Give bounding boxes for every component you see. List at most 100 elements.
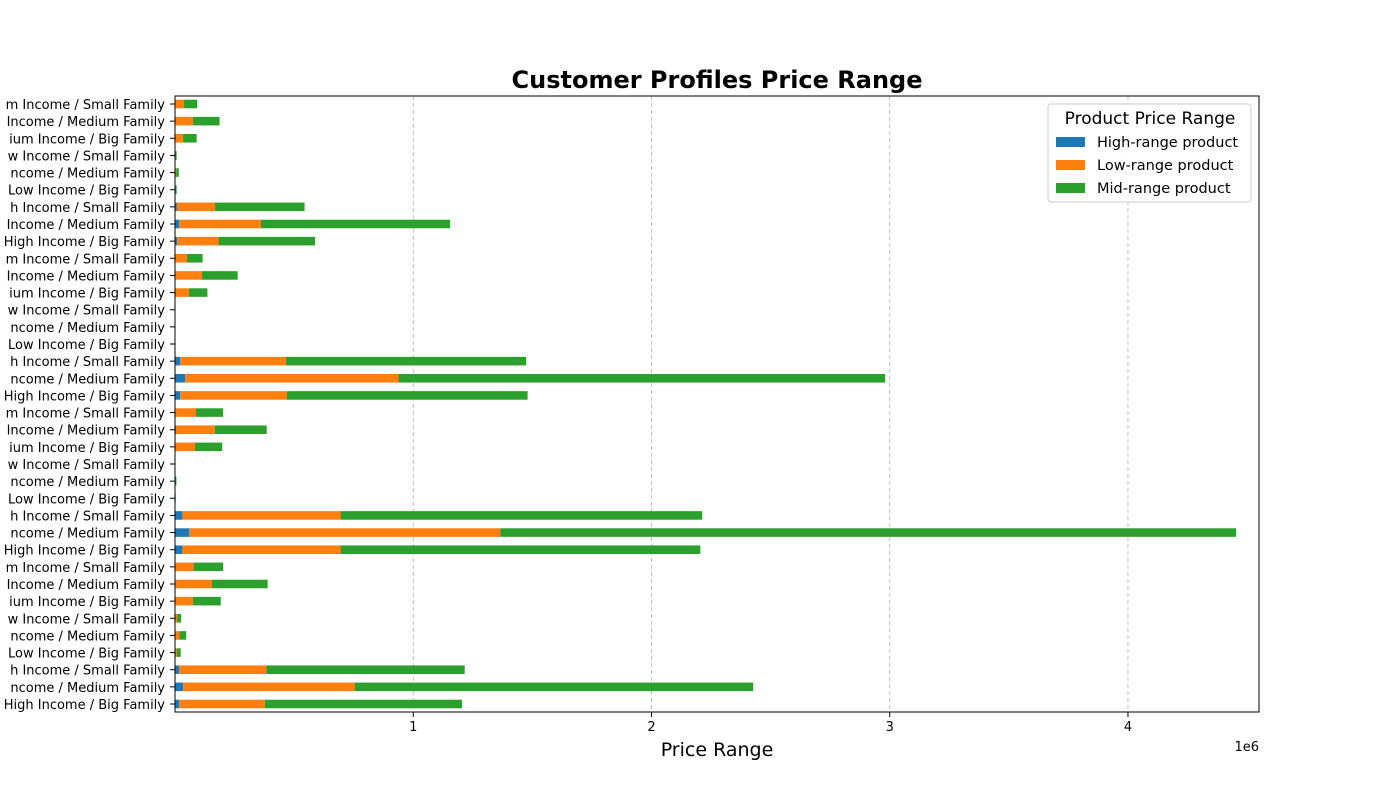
x-axis-ticks: 1 2 3 4 (409, 712, 1132, 735)
bar-segment-2 (193, 562, 224, 572)
bar-segment-1 (175, 168, 177, 177)
bar-segment-1 (177, 236, 219, 246)
y-tick-label: ium Income / Big Family (9, 441, 165, 456)
y-tick-label: Income / Medium Family (7, 218, 166, 233)
bar-segment-1 (176, 202, 216, 212)
bar-segment-1 (175, 579, 212, 589)
bar-segment-0 (175, 682, 184, 692)
x-tick-label: 4 (1124, 720, 1132, 735)
plot-frame (174, 95, 1260, 713)
x-tick-label: 2 (647, 720, 655, 735)
y-tick-label: ium Income / Big Family (9, 132, 165, 147)
bar-segment-2 (175, 151, 177, 160)
bar-segment-1 (175, 614, 178, 623)
bar-segment-1 (179, 699, 265, 709)
bar-segment-2 (215, 202, 305, 212)
bar-segment-0 (175, 219, 180, 229)
y-tick-label: h Income / Small Family (10, 201, 165, 216)
y-tick-label: ncome / Medium Family (10, 629, 165, 644)
bar-segment-1 (175, 99, 185, 109)
y-tick-label: High Income / Big Family (4, 698, 166, 713)
bar-segment-2 (340, 511, 703, 520)
legend-label: Mid-range product (1097, 181, 1231, 197)
legend-box (1047, 103, 1252, 203)
grid-lines (412, 96, 1129, 712)
bar-segment-0 (175, 528, 190, 537)
bar-segment-1 (175, 596, 193, 606)
y-tick-label: ncome / Medium Family (10, 681, 165, 696)
bar-segment-1 (179, 665, 267, 674)
bar-segment-1 (182, 511, 341, 520)
bar-segment-1 (175, 116, 193, 126)
bar-segment-1 (179, 219, 261, 229)
bar-segment-0 (175, 699, 180, 709)
y-tick-label: Low Income / Big Family (8, 492, 165, 507)
legend-label: High-range product (1097, 135, 1238, 151)
bar-segment-2 (201, 271, 238, 280)
y-axis-ticks: m Income / Small Family Income / Medium F… (4, 98, 175, 713)
y-tick-label: High Income / Big Family (4, 389, 166, 404)
chart-title: Customer Profiles Price Range (512, 66, 923, 94)
bar-segment-1 (180, 356, 286, 366)
bar-segment-1 (175, 648, 177, 657)
bar-segment-2 (500, 528, 1237, 537)
y-tick-label: ium Income / Big Family (9, 287, 165, 302)
bar-segment-2 (186, 254, 203, 263)
bar-segment-1 (175, 271, 202, 280)
x-axis-scale-label: 1e6 (1234, 740, 1259, 755)
y-tick-label: h Income / Small Family (10, 355, 165, 370)
bar-segment-2 (175, 185, 177, 194)
bar-segment-2 (264, 699, 463, 709)
y-tick-label: Low Income / Big Family (8, 184, 165, 199)
bar-segment-2 (398, 374, 886, 383)
bar-segment-2 (214, 425, 267, 434)
y-tick-label: Low Income / Big Family (8, 647, 165, 662)
bar-segment-0 (175, 391, 181, 400)
bar-segment-1 (182, 545, 341, 554)
bar-segment-0 (175, 511, 183, 520)
bar-segment-2 (176, 168, 179, 177)
x-tick-label: 1 (409, 720, 417, 735)
y-tick-label: ncome / Medium Family (10, 527, 165, 542)
y-tick-label: Income / Medium Family (7, 115, 166, 130)
legend-label: Low-range product (1097, 158, 1234, 174)
bars (175, 99, 1237, 709)
bar-segment-2 (183, 134, 197, 143)
bar-segment-2 (176, 648, 181, 657)
bar-segment-2 (260, 219, 451, 229)
y-tick-label: m Income / Small Family (6, 561, 166, 576)
y-tick-label: High Income / Big Family (4, 235, 166, 250)
bar-segment-2 (286, 391, 528, 400)
bar-segment-0 (175, 374, 186, 383)
bar-segment-2 (195, 408, 224, 417)
y-tick-label: High Income / Big Family (4, 544, 166, 559)
y-tick-label: w Income / Small Family (8, 612, 166, 627)
bar-segment-2 (285, 356, 527, 366)
bar-segment-2 (175, 476, 177, 486)
bar-segment-1 (175, 134, 184, 143)
legend-swatch (1056, 160, 1085, 170)
bar-segment-2 (192, 596, 221, 606)
bar-segment-1 (175, 254, 187, 263)
bar-segment-0 (175, 545, 183, 554)
bar-segment-2 (340, 545, 701, 554)
y-tick-label: w Income / Small Family (8, 458, 166, 473)
bar-segment-1 (175, 425, 215, 434)
y-tick-label: Low Income / Big Family (8, 338, 165, 353)
y-tick-label: Income / Medium Family (7, 578, 166, 593)
y-tick-label: ium Income / Big Family (9, 595, 165, 610)
bar-segment-1 (175, 631, 180, 640)
bar-segment-1 (183, 682, 355, 692)
bar-segment-1 (189, 528, 501, 537)
bar-segment-2 (177, 614, 182, 623)
bar-segment-2 (211, 579, 268, 589)
bar-segment-2 (266, 665, 465, 674)
y-tick-label: m Income / Small Family (6, 252, 166, 267)
legend-items: High-range product Low-range product Mid-r… (1056, 135, 1238, 197)
bar-segment-1 (175, 408, 196, 417)
y-tick-label: Income / Medium Family (7, 269, 166, 284)
x-axis-label: Price Range (661, 739, 774, 761)
bar-segment-2 (184, 99, 198, 109)
x-tick-label: 3 (886, 720, 894, 735)
